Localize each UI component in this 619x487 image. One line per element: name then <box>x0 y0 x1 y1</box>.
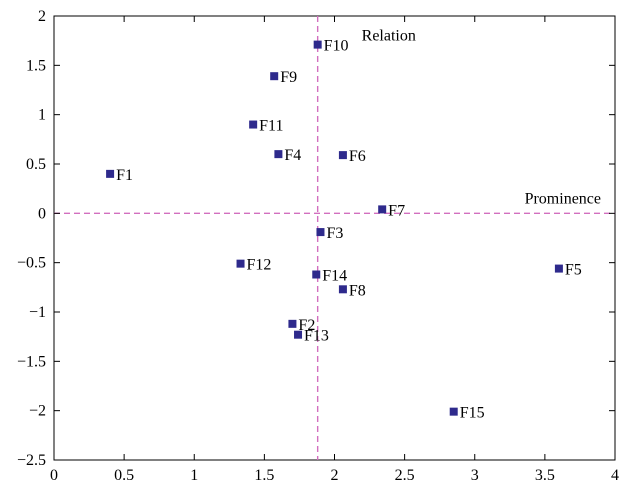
point-label-f8: F8 <box>349 282 366 299</box>
x-tick-label: 3 <box>471 467 479 484</box>
point-label-f4: F4 <box>284 147 301 164</box>
y-tick-label: −1.5 <box>17 353 46 370</box>
x-axis: 0 0.5 1 1.5 2 2.5 3 3.5 4 <box>50 16 619 484</box>
reference-lines <box>54 16 615 460</box>
data-points: F1 F2 F3 F4 F5 F6 F7 F8 F9 F10 F11 F12 F13 F14 F15 <box>106 38 582 422</box>
x-tick-label: 1.5 <box>254 467 274 484</box>
point-marker-f15 <box>449 407 458 416</box>
point-label-f11: F11 <box>259 118 283 135</box>
point-label-f3: F3 <box>326 225 343 242</box>
x-tick-label: 2 <box>331 467 339 484</box>
point-label-f10: F10 <box>324 38 349 55</box>
point-label-f1: F1 <box>116 167 133 184</box>
y-tick-label: −1 <box>29 304 46 321</box>
point-label-f12: F12 <box>247 257 272 274</box>
y-tick-label: −2 <box>29 403 46 420</box>
point-label-f9: F9 <box>280 69 297 86</box>
y-tick-label: −2.5 <box>17 452 46 469</box>
point-marker-f10 <box>313 40 322 49</box>
y-tick-label: 0 <box>38 205 46 222</box>
point-marker-f1 <box>106 169 115 178</box>
point-marker-f5 <box>554 264 563 273</box>
point-marker-f12 <box>236 259 245 268</box>
x-tick-label: 2.5 <box>395 467 415 484</box>
point-marker-f13 <box>294 330 303 339</box>
relation-line-label: Relation <box>362 28 416 45</box>
y-tick-label: 0.5 <box>26 156 46 173</box>
prominence-line-label: Prominence <box>525 190 601 207</box>
point-marker-f11 <box>249 120 258 129</box>
point-marker-f8 <box>338 285 347 294</box>
point-label-f13: F13 <box>304 328 329 345</box>
y-tick-label: 2 <box>38 8 46 25</box>
point-label-f5: F5 <box>565 262 582 279</box>
x-tick-label: 4 <box>611 467 619 484</box>
y-tick-label: 1.5 <box>26 57 46 74</box>
x-tick-label: 3.5 <box>535 467 555 484</box>
y-tick-label: −0.5 <box>17 255 46 272</box>
point-marker-f2 <box>288 319 297 328</box>
x-tick-label: 0.5 <box>114 467 134 484</box>
point-label-f2: F2 <box>298 317 315 334</box>
point-label-f15: F15 <box>460 405 485 422</box>
point-marker-f4 <box>274 150 283 159</box>
point-label-f7: F7 <box>388 202 405 219</box>
point-marker-f9 <box>270 72 279 81</box>
point-label-f6: F6 <box>349 148 366 165</box>
x-tick-label: 0 <box>50 467 58 484</box>
y-axis: 2 1.5 1 0.5 0 −0.5 −1 −1.5 −2 −2.5 <box>17 8 615 469</box>
point-marker-f6 <box>338 151 347 160</box>
point-marker-f14 <box>312 270 321 279</box>
y-tick-label: 1 <box>38 107 46 124</box>
point-marker-f3 <box>316 228 325 237</box>
x-tick-label: 1 <box>190 467 198 484</box>
point-marker-f7 <box>378 205 387 214</box>
point-label-f14: F14 <box>322 268 347 285</box>
